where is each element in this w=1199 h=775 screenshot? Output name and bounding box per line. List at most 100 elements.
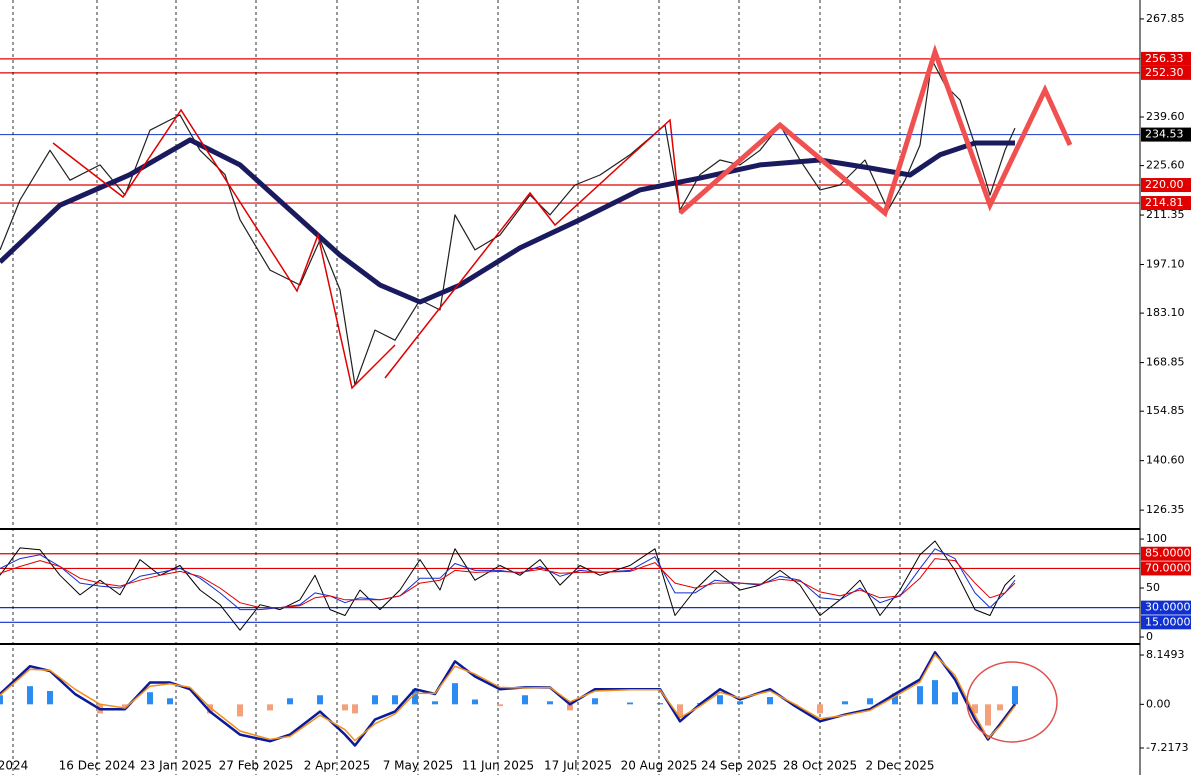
histogram-bar xyxy=(592,698,598,705)
x-tick-label: 28 Oct 2025 xyxy=(783,759,857,773)
histogram-bar xyxy=(917,686,923,705)
histogram-bar xyxy=(0,695,3,705)
y-tick-label: 8.1493 xyxy=(1146,648,1185,661)
level-label: 256.33 xyxy=(1145,52,1184,65)
histogram-bar xyxy=(717,695,723,705)
histogram-bar xyxy=(207,704,213,714)
level-label-box xyxy=(1141,600,1191,615)
histogram-bar xyxy=(47,691,53,705)
x-tick-label: 2024 xyxy=(0,759,28,773)
histogram-bar xyxy=(657,703,663,705)
histogram-bar xyxy=(737,701,743,705)
histogram-bar xyxy=(27,686,33,705)
y-tick-label: 168.85 xyxy=(1146,356,1185,369)
y-tick-label: 140.60 xyxy=(1146,454,1185,467)
histogram-bar xyxy=(167,698,173,705)
x-tick-label: 17 Jul 2025 xyxy=(544,759,612,773)
level-label: 214.81 xyxy=(1145,196,1184,209)
y-tick-label: 0.00 xyxy=(1146,697,1171,710)
annotations xyxy=(52,44,1073,743)
histogram-bar xyxy=(677,704,683,717)
x-tick-label: 20 Aug 2025 xyxy=(621,759,698,773)
x-tick-label: 11 Jun 2025 xyxy=(462,759,534,773)
level-label: 15.0000 xyxy=(1145,615,1191,628)
histogram-bar xyxy=(952,692,958,705)
x-tick-label: 7 May 2025 xyxy=(383,759,454,773)
labels: 267.85 239.60 225.60 211.35 197.10 183.10 168.… xyxy=(0,12,1191,773)
histogram-bar xyxy=(522,695,528,705)
y-tick-label: 225.60 xyxy=(1146,159,1185,172)
x-tick-label: 2 Dec 2025 xyxy=(865,759,934,773)
y-tick-label: 126.35 xyxy=(1146,503,1185,516)
y-tick-label: 154.85 xyxy=(1146,404,1185,417)
histogram-bar xyxy=(237,704,243,717)
histogram-bar xyxy=(267,704,273,711)
histogram-bar xyxy=(985,704,991,726)
level-label-box xyxy=(1141,546,1191,561)
level-label-box xyxy=(1141,127,1191,142)
histogram-bar xyxy=(452,683,458,705)
level-label: 220.00 xyxy=(1145,178,1184,191)
highlight-circle xyxy=(966,661,1058,743)
y-tick-label: -7.2173 xyxy=(1146,741,1188,754)
histogram-bar xyxy=(842,701,848,705)
series-line xyxy=(0,653,1016,742)
series-line xyxy=(0,540,1016,631)
level-label: 30.0000 xyxy=(1145,601,1191,614)
y-tick-label: 197.10 xyxy=(1146,258,1185,271)
histogram-bar xyxy=(547,701,553,705)
histogram-bar xyxy=(472,699,478,705)
level-label-box xyxy=(1141,65,1191,80)
x-tick-label: 16 Dec 2024 xyxy=(59,759,136,773)
plot xyxy=(0,59,1018,747)
histogram-bar xyxy=(867,698,873,705)
forecast-arrows xyxy=(678,44,1073,218)
histogram-bar xyxy=(567,704,573,711)
histogram-bar xyxy=(892,693,898,705)
histogram-bar xyxy=(352,704,358,714)
level-label: 234.53 xyxy=(1145,128,1184,141)
level-label: 252.30 xyxy=(1145,66,1184,79)
y-tick-label: 0 xyxy=(1146,630,1153,643)
histogram-bar xyxy=(342,704,348,711)
level-label-box xyxy=(1141,51,1191,66)
histogram-bar xyxy=(767,697,773,705)
trend-line xyxy=(52,108,396,390)
x-tick-label: 24 Sep 2025 xyxy=(701,759,777,773)
series-line xyxy=(0,558,1016,609)
level-label-box xyxy=(1141,196,1191,211)
histogram-bar xyxy=(287,698,293,705)
x-tick-label: 2 Apr 2025 xyxy=(304,759,371,773)
histogram-bar xyxy=(412,689,418,705)
y-tick-label: 183.10 xyxy=(1146,306,1185,319)
histogram-bar xyxy=(972,704,978,714)
trend-line xyxy=(384,118,681,379)
histogram-bar xyxy=(997,704,1003,711)
level-label: 85.0000 xyxy=(1145,547,1191,560)
histogram-bar xyxy=(817,704,823,714)
histogram-bar xyxy=(432,701,438,705)
histogram-bar xyxy=(122,704,128,708)
y-tick-label: 267.85 xyxy=(1146,12,1185,25)
histogram-bar xyxy=(1012,686,1018,705)
series-line xyxy=(0,59,1016,386)
level-label: 70.0000 xyxy=(1145,561,1191,574)
level-label-box xyxy=(1141,561,1191,576)
histogram-bar xyxy=(392,695,398,705)
histogram-bar xyxy=(317,695,323,705)
grid xyxy=(0,0,1140,775)
level-label-box xyxy=(1141,615,1191,630)
histogram-bar xyxy=(932,680,938,705)
y-tick-label: 100 xyxy=(1146,532,1167,545)
histogram-bar xyxy=(497,704,503,707)
y-tick-label: 239.60 xyxy=(1146,110,1185,123)
x-tick-label: 27 Feb 2025 xyxy=(219,759,294,773)
frame xyxy=(0,0,1141,775)
y-tick-label: 211.35 xyxy=(1146,208,1185,221)
histogram-bar xyxy=(627,702,633,705)
histogram-bar xyxy=(147,692,153,705)
y-tick-label: 50 xyxy=(1146,581,1160,594)
level-label-box xyxy=(1141,178,1191,193)
